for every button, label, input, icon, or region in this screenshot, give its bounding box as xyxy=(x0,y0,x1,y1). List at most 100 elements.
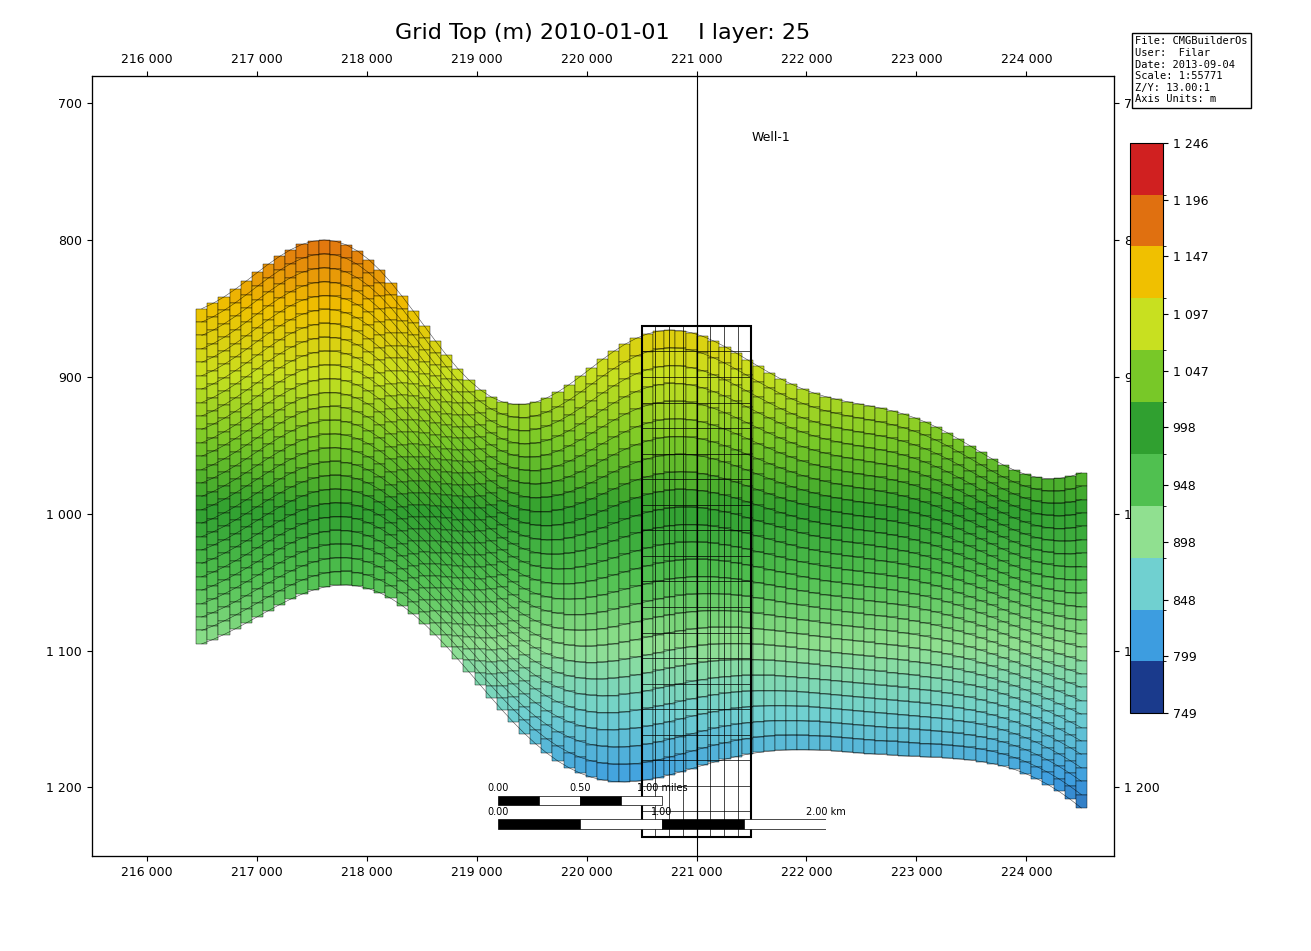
Bar xyxy=(229,507,241,520)
Bar xyxy=(418,398,430,410)
Bar xyxy=(608,558,619,575)
Bar xyxy=(440,483,452,495)
Bar xyxy=(675,437,686,455)
Bar xyxy=(574,377,586,393)
Bar xyxy=(497,500,507,513)
Bar xyxy=(686,350,697,368)
Bar xyxy=(530,498,541,512)
Bar xyxy=(663,437,675,455)
Bar xyxy=(497,464,507,476)
Bar xyxy=(742,565,753,581)
Bar xyxy=(1009,578,1020,590)
Bar xyxy=(787,428,797,443)
Bar xyxy=(519,536,530,550)
Bar xyxy=(252,437,264,452)
Bar xyxy=(663,419,675,437)
Bar xyxy=(797,433,809,447)
Bar xyxy=(1076,714,1087,728)
Bar xyxy=(641,352,653,370)
Bar xyxy=(965,709,975,723)
Bar xyxy=(931,678,943,691)
Text: 1.00 miles: 1.00 miles xyxy=(637,784,687,793)
Bar xyxy=(898,674,909,688)
Bar xyxy=(475,555,485,567)
Bar xyxy=(987,617,998,630)
Bar xyxy=(953,452,965,465)
Bar xyxy=(229,384,241,398)
Bar xyxy=(619,432,631,450)
Bar xyxy=(319,435,330,448)
Bar xyxy=(586,597,597,613)
Bar xyxy=(909,499,920,513)
Bar xyxy=(1020,726,1032,738)
Bar xyxy=(819,736,831,750)
Bar xyxy=(631,392,641,409)
Bar xyxy=(608,747,619,765)
Bar xyxy=(631,427,641,445)
Bar xyxy=(319,351,330,365)
Bar xyxy=(943,524,953,537)
Bar xyxy=(931,651,943,665)
Bar xyxy=(898,455,909,469)
Bar xyxy=(931,533,943,546)
Bar xyxy=(742,739,753,754)
Bar xyxy=(541,710,552,725)
Bar xyxy=(608,661,619,678)
Bar xyxy=(475,650,485,661)
Bar xyxy=(953,592,965,606)
Bar xyxy=(308,548,319,562)
Bar xyxy=(385,586,397,598)
Bar xyxy=(207,303,219,317)
Bar xyxy=(1076,795,1087,808)
Bar xyxy=(662,820,745,828)
Bar xyxy=(586,532,597,548)
Bar xyxy=(686,437,697,455)
Bar xyxy=(353,251,363,264)
Bar xyxy=(842,682,853,696)
Bar xyxy=(197,496,207,510)
Bar xyxy=(463,520,475,532)
Bar xyxy=(697,731,708,748)
Bar xyxy=(663,722,675,739)
Bar xyxy=(764,509,775,524)
Bar xyxy=(720,577,730,594)
Bar xyxy=(931,731,943,745)
Bar xyxy=(864,643,876,656)
Bar xyxy=(485,481,497,494)
Bar xyxy=(764,615,775,631)
Bar xyxy=(1009,698,1020,709)
Bar xyxy=(241,417,252,432)
Bar xyxy=(485,530,497,541)
Bar xyxy=(943,745,953,758)
Bar xyxy=(931,559,943,573)
Bar xyxy=(797,562,809,576)
Bar xyxy=(742,517,753,534)
Bar xyxy=(809,493,819,507)
Bar xyxy=(1054,503,1065,516)
Bar xyxy=(998,514,1009,525)
Bar xyxy=(564,538,574,553)
Bar xyxy=(876,422,886,436)
Bar xyxy=(920,515,931,529)
Bar xyxy=(809,535,819,550)
Bar xyxy=(631,374,641,392)
Bar xyxy=(296,455,308,468)
Bar xyxy=(853,404,864,417)
Bar xyxy=(440,600,452,611)
Bar xyxy=(619,467,631,484)
Bar xyxy=(1042,564,1054,576)
Bar xyxy=(440,449,452,460)
Bar xyxy=(819,623,831,637)
Bar xyxy=(507,430,519,442)
Bar xyxy=(319,309,330,323)
Bar xyxy=(440,576,452,589)
Bar xyxy=(319,532,330,546)
Bar xyxy=(898,715,909,728)
Bar xyxy=(1009,686,1020,698)
Bar xyxy=(597,729,608,747)
Bar xyxy=(775,661,787,676)
Bar xyxy=(1065,528,1076,541)
Bar xyxy=(787,398,797,414)
Bar xyxy=(463,496,475,509)
Bar xyxy=(619,677,631,694)
